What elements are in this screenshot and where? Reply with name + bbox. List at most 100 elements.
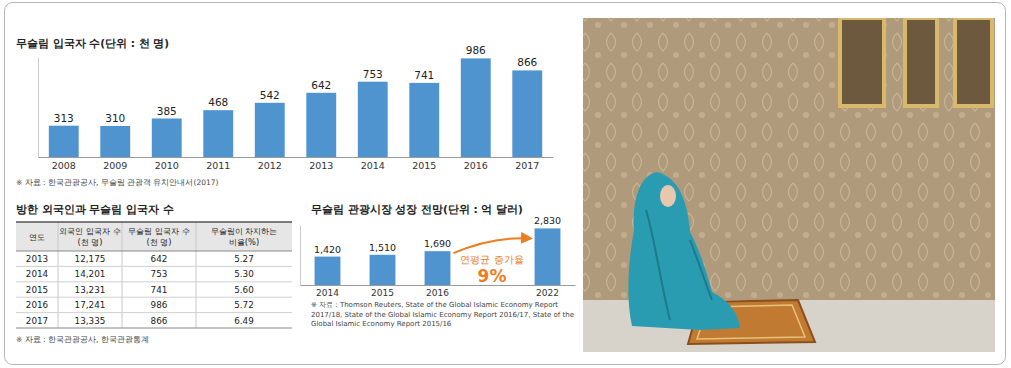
table-row-rule [16,312,292,313]
source-note: ※ 자료 : 한국관광공사, 한국관광통계 [16,335,149,344]
photo-wall-ornament [955,18,992,106]
table-cell: 866 [151,316,168,326]
data-label: 1,510 [369,242,396,253]
photo-figure-face [660,185,676,207]
source-note: ※ 자료 : 한국관광공사, 무슬림 관광객 유치안내서(2017) [16,178,219,187]
data-label: 866 [517,56,537,68]
table-bottom-rule [16,328,292,329]
table-cell: 5.30 [234,269,254,279]
table-header-rule [16,251,292,252]
table-header: (천 명) [77,237,102,247]
x-tick: 2015 [412,160,436,171]
x-axis: 2008 2009 2010 2011 2012 2013 2014 2015 2016 2017 [39,158,554,171]
table-cell: 2015 [26,285,48,295]
photo-figure-fold [646,210,712,320]
source-note: 2017/18, State of the Global Islamic Eco… [311,311,574,319]
table-row-rule [16,281,292,282]
table-cell: 986 [151,300,168,310]
chart-title: 무슬림 관광시장 성장 전망(단위 : 억 달러) [311,203,523,215]
annotation-value: 9% [478,266,507,286]
x-tick: 2009 [103,160,127,171]
table-cell: 741 [151,285,168,295]
x-tick-label: 2008 [52,160,76,171]
table-cell: 5.27 [234,254,254,264]
bar [203,110,233,157]
x-tick: 2016 [464,160,488,171]
data-labels: 313310385468542642753741986866 [54,44,538,124]
table-row-rule [16,266,292,267]
x-tick: 2015 [371,288,394,298]
bar [315,257,341,285]
table-cell: 2017 [26,316,48,326]
table-header: 무슬림이 차지하는 [211,226,278,236]
x-tick-label: 2016 [464,160,488,171]
x-tick: 2016 [426,288,449,298]
photo [583,18,995,352]
source-note: Global Islamic Economy Report 2015/16 [311,320,452,328]
data-label: 310 [105,112,125,124]
data-label: 986 [466,44,486,56]
x-tick-label: 2012 [258,160,282,171]
photo-wall-ornament [840,18,884,106]
x-tick: 2017 [515,160,539,171]
y-axis [38,58,39,158]
data-label: 1,690 [424,238,451,249]
bar [425,251,451,285]
page: 무슬림 입국자 수(단위 : 천 명)200820092010201120122… [0,0,1011,368]
y-axis [300,226,301,286]
table-cell: 5.60 [234,285,254,295]
annotation-text: 연평균 증가율 [460,254,523,265]
x-axis-line [301,285,576,286]
table-title: 방한 외국인과 무슬림 입국자 수 [16,203,174,215]
x-tick: 2022 [536,288,559,298]
x-tick: 2010 [155,160,179,171]
table-header: 무슬림 입국자 수 [128,226,189,236]
bar [370,255,396,285]
x-axis-line [39,157,554,158]
table-header: (천 명) [146,237,171,247]
x-tick-label: 2010 [155,160,179,171]
data-label: 385 [157,105,177,117]
frame [5,3,1006,365]
data-label: 642 [311,79,331,91]
data-label: 313 [54,112,74,124]
x-tick-label: 2009 [103,160,127,171]
bar [512,70,542,157]
photo-wall [583,18,995,352]
table-cell: 2014 [26,269,49,279]
data-label: 1,420 [314,244,341,255]
x-tick: 2014 [361,160,385,171]
bar-chart: 무슬림 관광시장 성장 전망(단위 : 억 달러) 2014 2015 2016 202… [301,203,576,328]
bars [49,58,542,157]
x-tick-label: 2014 [316,288,339,298]
data-label: 741 [414,69,434,81]
table-cell: 13,231 [75,285,106,295]
data-label: 468 [208,96,228,108]
data-label: 2,830 [534,215,561,226]
x-tick: 2008 [52,160,76,171]
bar [306,93,336,157]
bar-chart: 무슬림 입국자 수(단위 : 천 명)200820092010201120122… [16,37,554,187]
bar [100,126,130,157]
bar [461,58,491,157]
x-tick-label: 2013 [309,160,333,171]
table-cell: 5.72 [234,300,254,310]
x-tick-label: 2022 [536,288,559,298]
x-tick-label: 2015 [371,288,394,298]
bar [535,228,561,285]
bar [49,126,79,157]
table-cell: 12,175 [75,254,106,264]
x-tick-label: 2017 [515,160,539,171]
x-axis: 2014 2015 2016 2022 [301,286,576,299]
table-header-bg [16,222,292,251]
table-cell: 17,241 [75,300,106,310]
x-tick-label: 2016 [426,288,449,298]
x-tick: 2012 [258,160,282,171]
x-tick-label: 2011 [206,160,230,171]
annotation-arrow [453,238,530,253]
canvas: 무슬림 입국자 수(단위 : 천 명)200820092010201120122… [0,0,1011,368]
data-label: 753 [363,68,383,80]
bar [409,83,439,157]
table-header: 외국인 입국자 수 [59,226,120,236]
x-tick-label: 2015 [412,160,436,171]
